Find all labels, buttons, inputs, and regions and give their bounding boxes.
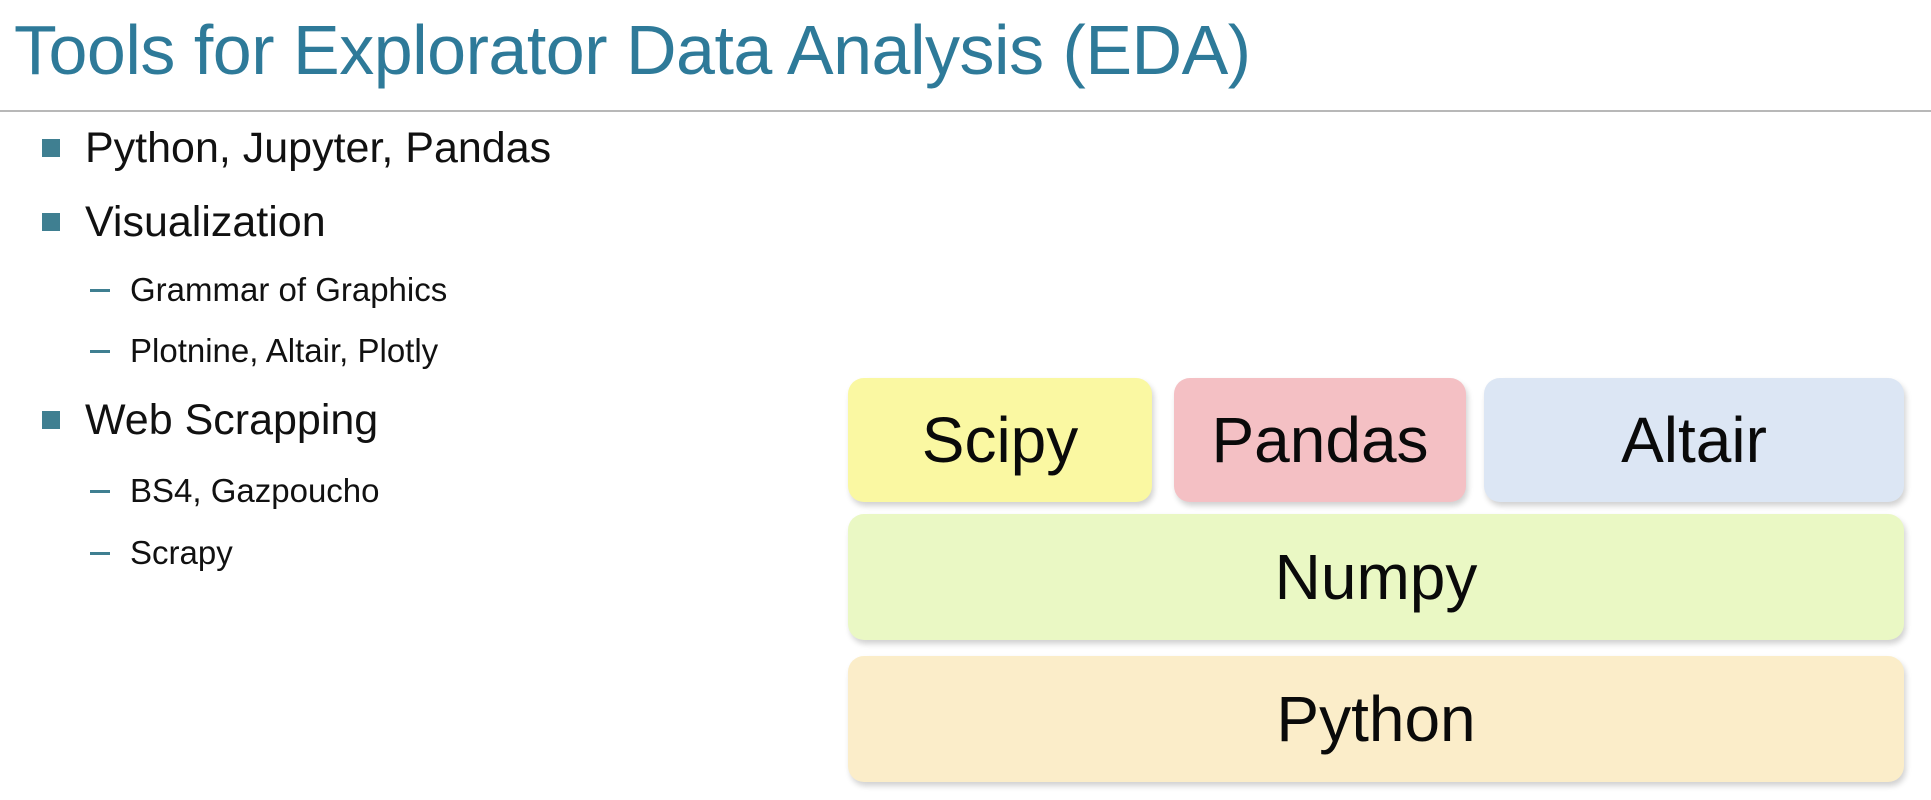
slide-title: Tools for Explorator Data Analysis (EDA)	[14, 11, 1251, 89]
stack-box-numpy: Numpy	[848, 514, 1904, 640]
stack-label-python: Python	[1276, 683, 1476, 755]
title-divider	[0, 110, 1931, 112]
stack-box-python: Python	[848, 656, 1904, 782]
square-bullet-icon	[42, 411, 60, 429]
sub-bullet-item-bs4-gazpoucho: BS4, Gazpoucho	[90, 466, 380, 516]
stack-label-numpy: Numpy	[1274, 541, 1478, 613]
sub-bullet-item-grammar-of-graphics: Grammar of Graphics	[90, 265, 447, 315]
sub-bullet-text: Scrapy	[130, 534, 233, 571]
stack-label-altair: Altair	[1621, 404, 1767, 476]
bullet-text: Visualization	[85, 197, 326, 246]
dash-bullet-icon	[90, 489, 110, 493]
dash-bullet-icon	[90, 551, 110, 555]
bullet-text: Web Scrapping	[85, 395, 379, 444]
dash-bullet-icon	[90, 288, 110, 292]
square-bullet-icon	[42, 139, 60, 157]
sub-bullet-text: Grammar of Graphics	[130, 271, 448, 308]
sub-bullet-text: Plotnine, Altair, Plotly	[130, 332, 439, 369]
bullet-text: Python, Jupyter, Pandas	[85, 123, 552, 172]
bullet-item-visualization: Visualization	[42, 192, 326, 252]
bullet-item-web-scrapping: Web Scrapping	[42, 390, 378, 450]
square-bullet-icon	[42, 213, 60, 231]
stack-label-scipy: Scipy	[921, 404, 1079, 476]
sub-bullet-text: BS4, Gazpoucho	[130, 472, 380, 509]
stack-box-altair: Altair	[1484, 378, 1904, 502]
bullet-item-python-jupyter-pandas: Python, Jupyter, Pandas	[42, 118, 551, 178]
stack-box-scipy: Scipy	[848, 378, 1152, 502]
sub-bullet-item-scrapy: Scrapy	[90, 528, 233, 578]
stack-box-pandas: Pandas	[1174, 378, 1466, 502]
dash-bullet-icon	[90, 349, 110, 353]
stack-label-pandas: Pandas	[1211, 404, 1429, 476]
sub-bullet-item-plotting-libraries: Plotnine, Altair, Plotly	[90, 326, 438, 376]
